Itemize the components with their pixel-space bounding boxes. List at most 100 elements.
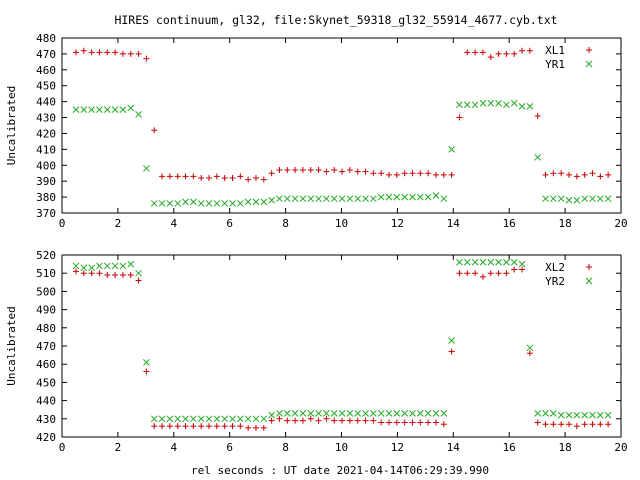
data-point — [401, 193, 409, 201]
data-point — [581, 411, 589, 419]
data-point — [229, 423, 236, 430]
data-point — [96, 106, 103, 113]
data-point — [518, 260, 526, 268]
data-point — [244, 415, 252, 423]
data-point — [557, 411, 565, 419]
data-point — [276, 415, 283, 422]
data-point — [463, 101, 471, 109]
data-point — [119, 272, 126, 279]
data-point — [362, 195, 369, 203]
data-point — [104, 272, 111, 279]
data-point — [346, 417, 353, 424]
data-point — [127, 272, 134, 279]
data-point — [236, 415, 244, 423]
data-point — [135, 277, 142, 284]
data-point — [589, 411, 596, 419]
data-point — [182, 198, 189, 206]
y-tick-label: 420 — [36, 431, 56, 444]
data-point — [432, 192, 440, 199]
data-point — [88, 106, 95, 113]
data-point — [166, 423, 173, 430]
data-point — [80, 47, 87, 54]
data-point — [519, 47, 526, 54]
data-point — [338, 409, 346, 417]
data-point — [385, 193, 393, 201]
data-point — [596, 411, 604, 419]
data-point — [495, 270, 502, 277]
data-point — [205, 200, 213, 207]
data-point — [252, 424, 259, 431]
x-tick-label: 14 — [447, 217, 461, 230]
data-point — [534, 112, 541, 119]
data-point — [378, 419, 385, 426]
data-point — [370, 409, 377, 417]
data-point — [424, 193, 432, 201]
data-point — [605, 421, 612, 428]
data-point — [80, 270, 87, 277]
data-point — [377, 409, 385, 417]
data-point — [565, 196, 573, 204]
data-point — [330, 195, 338, 203]
y-tick-label: 370 — [36, 207, 56, 220]
data-point — [315, 167, 322, 174]
data-point — [393, 419, 400, 426]
y-tick-label: 450 — [36, 376, 56, 389]
data-point — [112, 49, 119, 56]
data-point — [213, 415, 221, 423]
data-point — [425, 419, 432, 426]
data-point — [190, 423, 197, 430]
data-point — [237, 173, 244, 180]
data-point — [503, 50, 510, 57]
data-point — [323, 415, 330, 422]
data-point — [487, 99, 495, 107]
data-point — [511, 50, 518, 57]
data-point — [519, 266, 526, 273]
y-tick-label: 490 — [36, 304, 56, 317]
y-tick-label: 410 — [36, 143, 56, 156]
data-point — [190, 198, 197, 206]
data-point — [299, 409, 307, 417]
x-tick-label: 20 — [614, 441, 627, 454]
data-point — [143, 55, 150, 62]
data-point — [190, 415, 197, 423]
data-point — [557, 195, 565, 203]
legend-label: YR1 — [545, 58, 565, 71]
data-point — [236, 200, 244, 207]
data-point — [409, 419, 416, 426]
data-point — [143, 359, 150, 366]
data-point — [456, 270, 463, 277]
data-point — [291, 195, 299, 203]
legend-label: XL1 — [545, 44, 565, 57]
y-tick-label: 420 — [36, 127, 56, 140]
data-point — [604, 411, 612, 419]
data-point — [299, 417, 306, 424]
data-point — [526, 350, 533, 357]
data-point — [182, 173, 189, 180]
data-point — [260, 424, 267, 431]
data-point — [550, 170, 557, 177]
data-point — [323, 409, 330, 417]
data-point — [213, 200, 221, 207]
data-point — [518, 103, 526, 110]
data-point — [182, 423, 189, 430]
data-point — [479, 49, 486, 56]
y-tick-label: 500 — [36, 285, 56, 298]
data-point — [526, 103, 534, 110]
x-tick-label: 4 — [170, 441, 177, 454]
data-point — [346, 195, 354, 203]
data-point — [276, 167, 283, 174]
legend-label: YR2 — [545, 275, 565, 288]
data-point — [479, 258, 487, 266]
x-tick-label: 14 — [447, 441, 461, 454]
data-point — [323, 168, 330, 175]
data-point — [213, 423, 220, 430]
data-point — [127, 104, 135, 112]
data-point — [393, 409, 401, 417]
data-point — [346, 409, 354, 417]
data-point — [550, 195, 557, 203]
data-point — [495, 50, 502, 57]
data-point — [260, 415, 268, 423]
data-point — [401, 409, 409, 417]
data-point — [276, 195, 283, 203]
y-tick-label: 390 — [36, 175, 56, 188]
